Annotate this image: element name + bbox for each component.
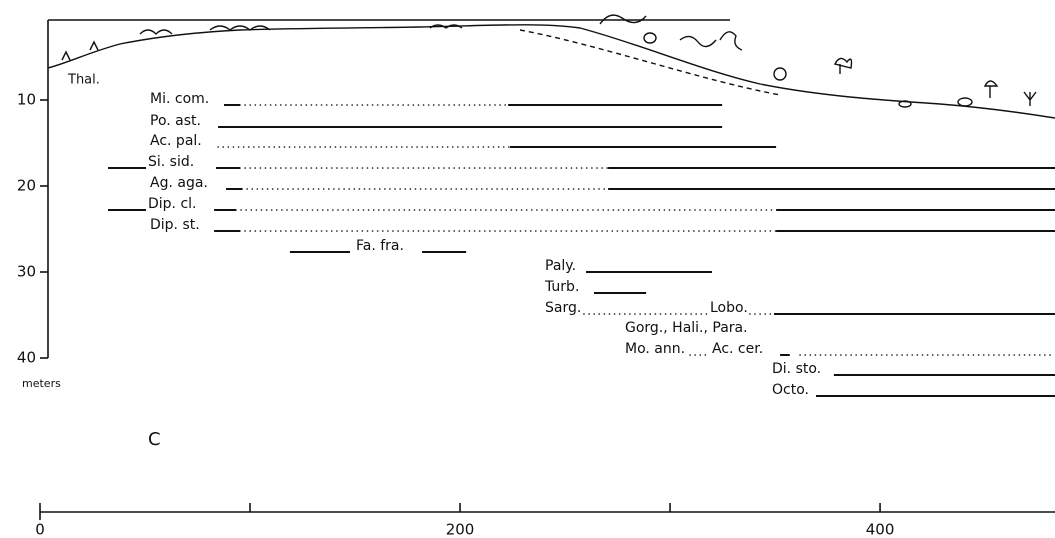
species-label: Po. ast. [150, 113, 201, 129]
species-label: Ag. aga. [150, 175, 208, 191]
species-label: Si. sid. [148, 154, 194, 170]
y-tick-label: 10 [17, 91, 36, 109]
y-unit: meters [22, 377, 61, 390]
reef-profile [47, 14, 1055, 119]
y-tick-label: 40 [17, 349, 36, 367]
species-label: Dip. st. [150, 217, 200, 233]
species-label: Fa. fra. [356, 238, 404, 254]
species-label: Ac. cer. [712, 341, 763, 357]
x-tick-label: 0 [35, 521, 45, 538]
species-label: Turb. [544, 279, 579, 295]
species-label: Gorg., Hali., Para. [625, 320, 748, 336]
species-label: Ac. pal. [150, 133, 202, 149]
species-label: Paly. [545, 258, 576, 274]
panel-letter: C [148, 429, 161, 450]
x-tick-label: 400 [866, 521, 895, 538]
y-tick-label: 20 [17, 177, 36, 195]
species-label: Di. sto. [772, 361, 821, 377]
species-label: Sarg. [545, 300, 581, 316]
species-label: Lobo. [710, 300, 748, 316]
species-label: Mi. com. [150, 91, 209, 107]
annotation: Thal. [67, 73, 100, 88]
species-label: Octo. [772, 382, 809, 398]
species-label: Dip. cl. [148, 196, 197, 212]
y-tick-label: 30 [17, 263, 36, 281]
species-label: Mo. ann. [625, 341, 685, 357]
x-tick-label: 200 [446, 521, 475, 538]
